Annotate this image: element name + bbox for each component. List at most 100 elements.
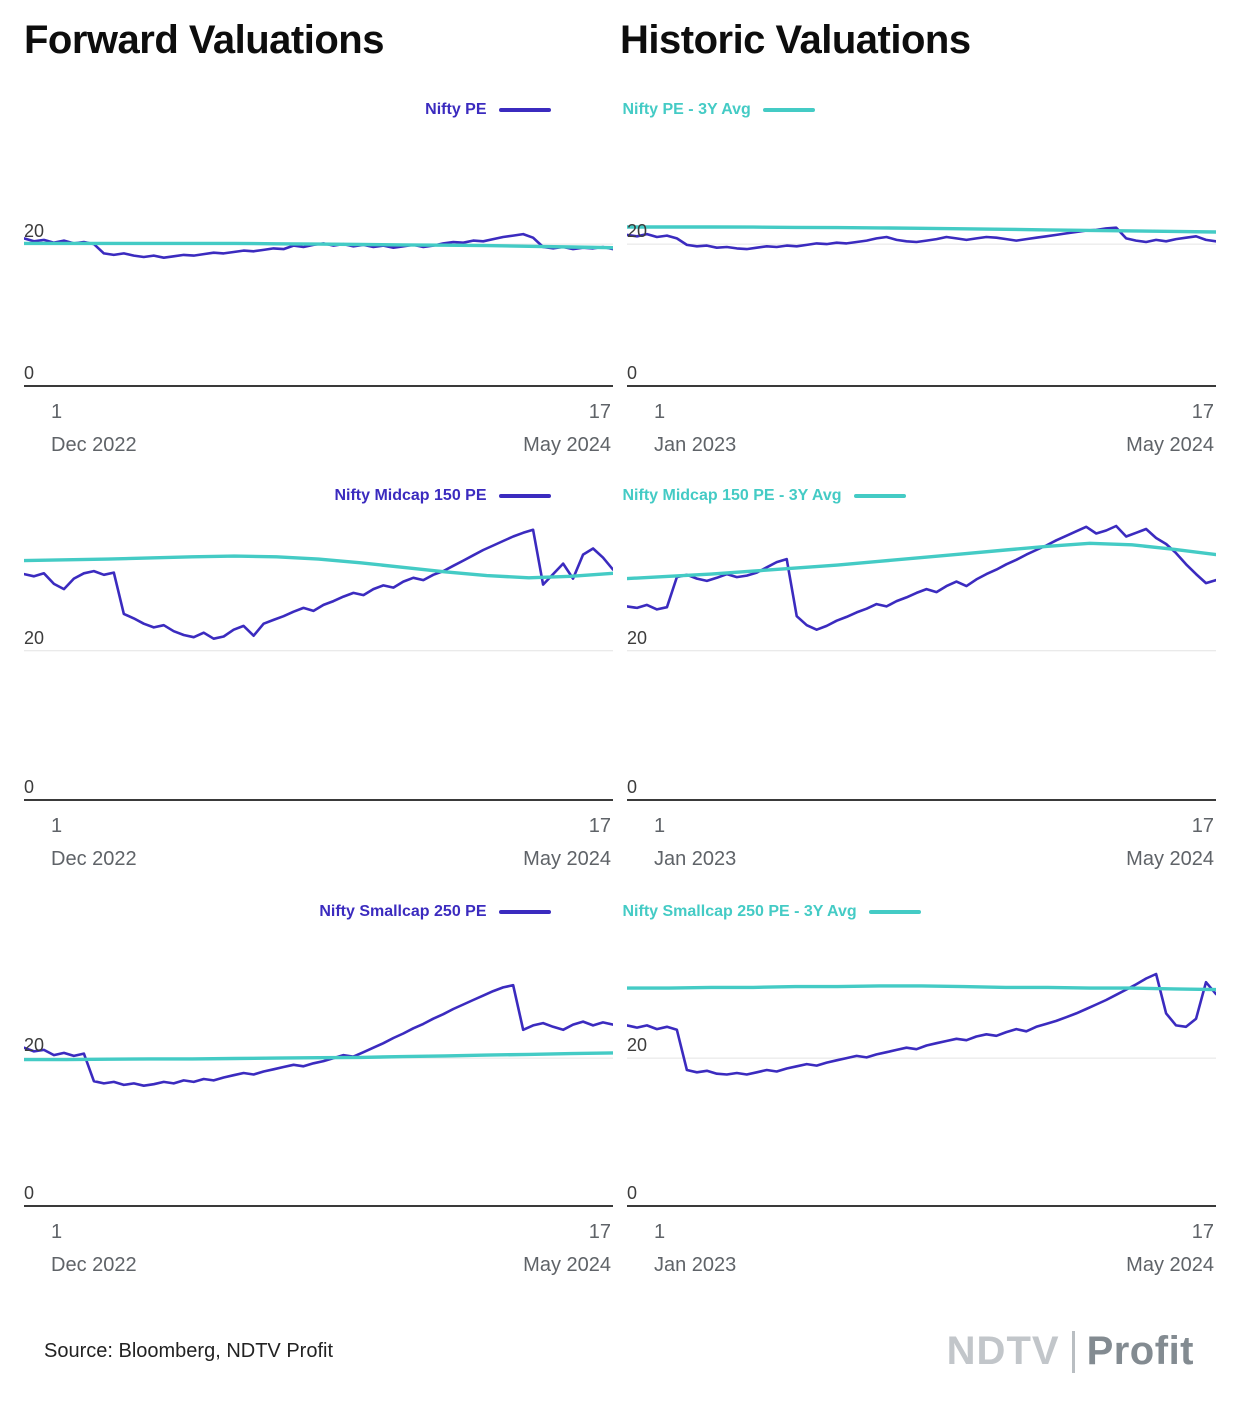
panel-pair: 20 0 1 Dec 2022 17 May 2024	[24, 137, 1216, 457]
x-tick-start-day: 1	[51, 401, 63, 423]
legend-item: Nifty Smallcap 250 PE	[319, 903, 551, 921]
chart-panel-forward-smallcap-pe: 20 0 1 Dec 2022 17 May 2024	[24, 939, 613, 1277]
title-row: Forward Valuations Historic Valuations	[24, 18, 1216, 63]
y-tick-label: 20	[627, 1035, 648, 1056]
x-tick-start: 1 Jan 2023	[654, 401, 736, 457]
x-tick-end: 17 May 2024	[523, 1221, 611, 1277]
x-tick-start: 1 Dec 2022	[51, 815, 137, 871]
x-tick-end: 17 May 2024	[523, 401, 611, 457]
plot-area: 20 0	[627, 939, 1216, 1207]
chart-panel-historic-nifty-pe: 20 0 1 Jan 2023 17 May 2024	[627, 137, 1216, 457]
x-axis-labels: 1 Dec 2022 17 May 2024	[24, 1207, 613, 1277]
y-tick-label: 0	[24, 1183, 35, 1203]
x-tick-end-day: 17	[1191, 401, 1214, 423]
historic-valuations-title: Historic Valuations	[620, 18, 971, 62]
y-tick-label: 20	[24, 221, 45, 242]
x-tick-end-month: May 2024	[523, 434, 611, 456]
y-tick-label: 0	[24, 777, 35, 797]
chart-panel-historic-smallcap-pe: 20 0 1 Jan 2023 17 May 2024	[627, 939, 1216, 1277]
x-tick-start-month: Jan 2023	[654, 848, 737, 870]
plot-area: 20 0	[24, 939, 613, 1207]
series-line	[24, 556, 613, 578]
x-axis-labels: 1 Jan 2023 17 May 2024	[627, 387, 1216, 457]
x-tick-start: 1 Jan 2023	[654, 1221, 736, 1277]
chart-panel-forward-midcap-pe: 20 0 1 Dec 2022 17 May 2024	[24, 523, 613, 871]
x-tick-start: 1 Jan 2023	[654, 815, 736, 871]
x-tick-start-day: 1	[51, 1221, 63, 1243]
footer: Source: Bloomberg, NDTV Profit NDTV Prof…	[24, 1329, 1216, 1374]
y-tick-label: 20	[24, 627, 45, 648]
x-tick-start-month: Jan 2023	[654, 1254, 737, 1276]
y-tick-label: 0	[627, 363, 638, 383]
legend: Nifty Midcap 150 PE Nifty Midcap 150 PE …	[24, 487, 1216, 505]
series-line	[627, 543, 1216, 578]
y-tick-label: 20	[627, 627, 648, 648]
x-tick-end-day: 17	[1191, 1221, 1214, 1243]
line-chart	[627, 523, 1216, 801]
legend: Nifty PE Nifty PE - 3Y Avg	[24, 101, 1216, 119]
plot-area: 20 0	[627, 523, 1216, 801]
chart-panel-forward-nifty-pe: 20 0 1 Dec 2022 17 May 2024	[24, 137, 613, 457]
profit-logo-text: Profit	[1086, 1329, 1194, 1373]
x-tick-start: 1 Dec 2022	[51, 1221, 137, 1277]
series-line	[24, 243, 613, 247]
legend-line-swatch	[868, 910, 921, 914]
source-attribution: Source: Bloomberg, NDTV Profit	[44, 1340, 333, 1362]
y-tick-label: 20	[627, 221, 648, 242]
plot-area: 20 0	[627, 137, 1216, 387]
plot-area: 20 0	[24, 137, 613, 387]
x-tick-end-month: May 2024	[1126, 848, 1214, 870]
series-line	[627, 974, 1216, 1075]
x-tick-end-month: May 2024	[523, 1254, 611, 1276]
legend-line-swatch	[498, 494, 551, 498]
x-tick-end-month: May 2024	[1126, 1254, 1214, 1276]
x-tick-start-month: Dec 2022	[51, 1254, 137, 1276]
x-tick-start-month: Jan 2023	[654, 434, 737, 456]
y-tick-label: 20	[24, 1035, 45, 1056]
legend-label: Nifty Midcap 150 PE	[334, 487, 487, 504]
x-tick-end-month: May 2024	[523, 848, 611, 870]
x-axis-labels: 1 Jan 2023 17 May 2024	[627, 801, 1216, 871]
legend-line-swatch	[853, 494, 906, 498]
x-tick-end-day: 17	[588, 401, 611, 423]
series-line	[24, 530, 613, 639]
line-chart	[627, 939, 1216, 1207]
x-axis-labels: 1 Jan 2023 17 May 2024	[627, 1207, 1216, 1277]
legend-label: Nifty PE - 3Y Avg	[622, 101, 751, 118]
y-tick-label: 0	[627, 1183, 638, 1203]
series-line	[627, 227, 1216, 232]
x-tick-end-day: 17	[588, 815, 611, 837]
series-line	[627, 526, 1216, 630]
x-tick-end-day: 17	[1191, 815, 1214, 837]
legend-label: Nifty Midcap 150 PE - 3Y Avg	[622, 487, 842, 504]
x-tick-start-day: 1	[654, 815, 666, 837]
x-tick-end: 17 May 2024	[523, 815, 611, 871]
x-tick-end-day: 17	[588, 1221, 611, 1243]
panel-pair: 20 0 1 Dec 2022 17 May 2024	[24, 523, 1216, 871]
ndtv-profit-logo: NDTV Profit	[947, 1329, 1194, 1374]
infographic: Forward Valuations Historic Valuations N…	[24, 18, 1240, 1374]
line-chart	[627, 137, 1216, 387]
legend-line-swatch	[498, 910, 551, 914]
legend-line-swatch	[498, 108, 551, 112]
series-line	[627, 986, 1216, 990]
line-chart	[24, 939, 613, 1207]
legend-item: Nifty PE - 3Y Avg	[623, 101, 815, 119]
plot-area: 20 0	[24, 523, 613, 801]
legend-label: Nifty PE	[425, 101, 487, 118]
forward-valuations-title: Forward Valuations	[24, 18, 384, 62]
x-tick-start-month: Dec 2022	[51, 848, 137, 870]
x-tick-start: 1 Dec 2022	[51, 401, 137, 457]
legend-item: Nifty Midcap 150 PE - 3Y Avg	[623, 487, 906, 505]
legend-label: Nifty Smallcap 250 PE	[319, 903, 487, 920]
line-chart	[24, 523, 613, 801]
legend-label: Nifty Smallcap 250 PE - 3Y Avg	[622, 903, 857, 920]
legend-item: Nifty Midcap 150 PE	[334, 487, 551, 505]
x-tick-end: 17 May 2024	[1126, 1221, 1214, 1277]
y-tick-label: 0	[24, 363, 35, 383]
x-axis-labels: 1 Dec 2022 17 May 2024	[24, 801, 613, 871]
ndtv-logo-text: NDTV	[946, 1329, 1060, 1373]
legend-item: Nifty Smallcap 250 PE - 3Y Avg	[623, 903, 921, 921]
logo-divider	[1071, 1330, 1075, 1373]
x-tick-start-day: 1	[654, 401, 666, 423]
